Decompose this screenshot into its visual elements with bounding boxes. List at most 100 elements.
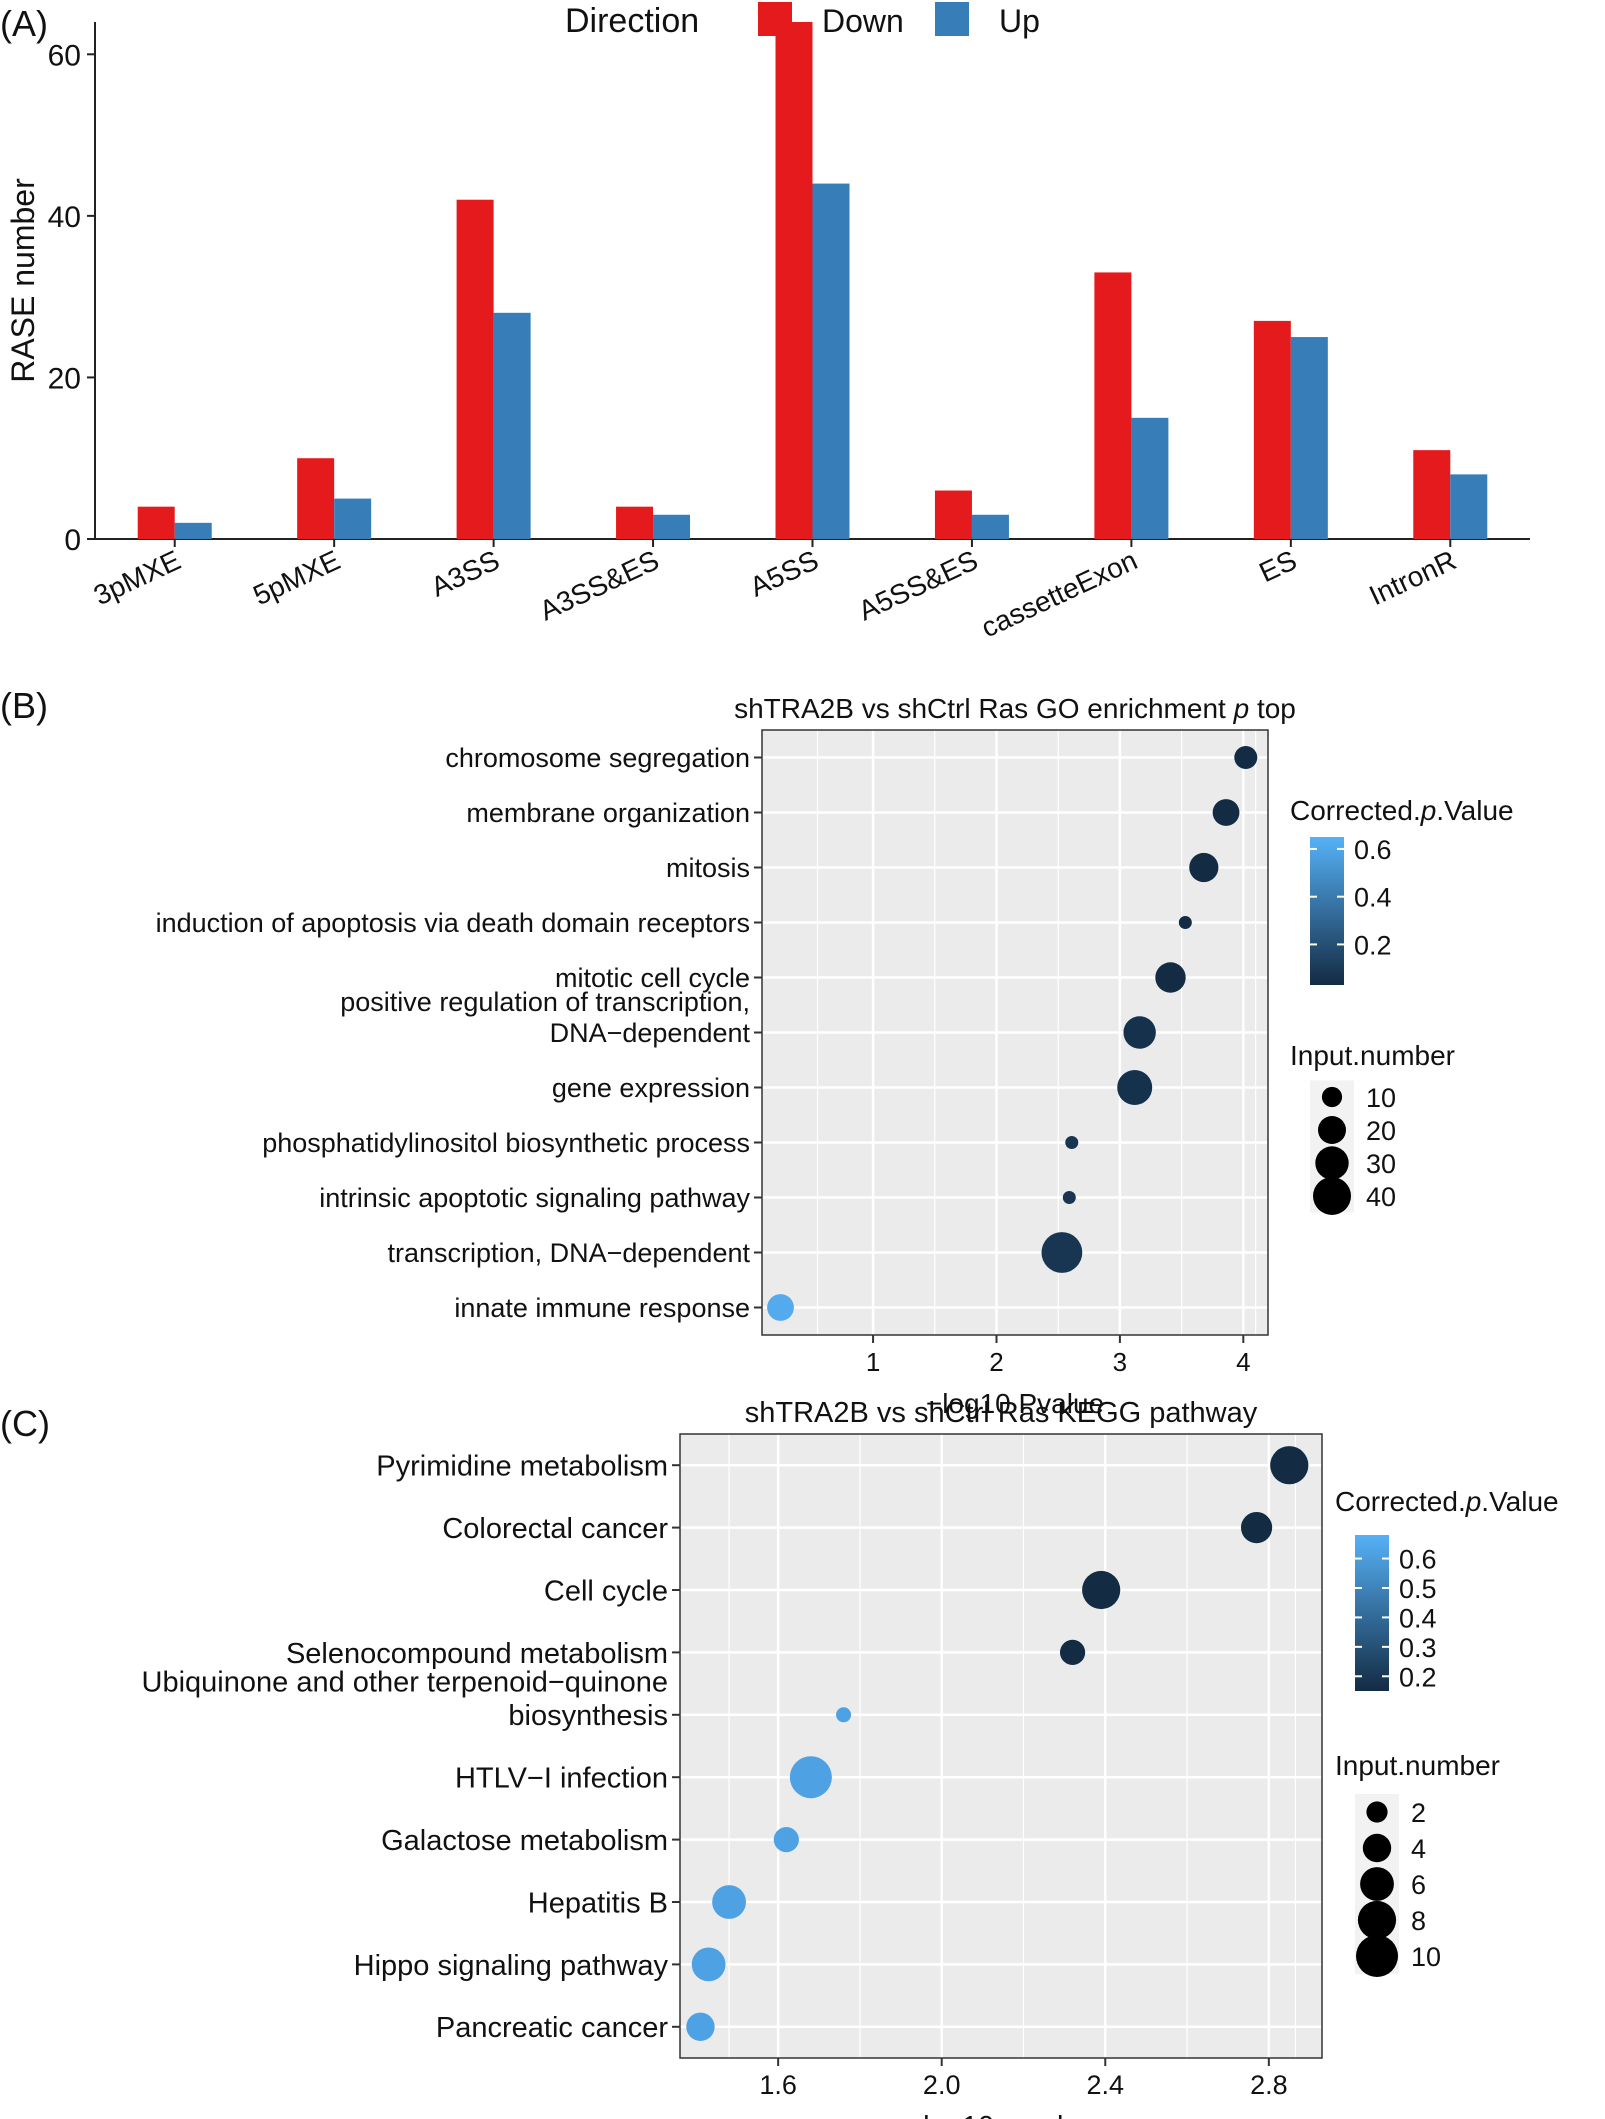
size-legend-dot bbox=[1318, 1116, 1346, 1144]
size-legend-dot bbox=[1356, 1935, 1398, 1977]
panel-border bbox=[679, 1433, 1323, 2059]
color-legend-label: 0.5 bbox=[1399, 1574, 1437, 1604]
size-legend-label: 2 bbox=[1411, 1798, 1426, 1828]
x-tick-label: 4 bbox=[1236, 1347, 1250, 1377]
size-legend-label: 40 bbox=[1366, 1182, 1396, 1212]
data-point bbox=[1270, 1446, 1309, 1485]
chart-a-legend-title: Direction bbox=[565, 2, 699, 40]
size-legend-label: 10 bbox=[1411, 1942, 1441, 1972]
color-legend-label: 0.3 bbox=[1399, 1633, 1437, 1663]
chart-a-y-tick-label: 0 bbox=[64, 524, 81, 557]
chart-a-legend-label: Up bbox=[999, 3, 1040, 39]
chart-a-bar-down bbox=[456, 199, 494, 539]
data-point bbox=[1059, 1639, 1086, 1665]
size-legend-dot bbox=[1315, 1146, 1349, 1180]
chart-a-x-tick-label: IntronR bbox=[1364, 544, 1460, 611]
chart-a-bar-up bbox=[493, 312, 531, 539]
term-label: Hepatitis B bbox=[528, 1887, 668, 1919]
data-point bbox=[1062, 1191, 1076, 1204]
data-point bbox=[686, 2012, 715, 2042]
term-label: mitosis bbox=[666, 853, 750, 883]
chart-title: shTRA2B vs shCtrl Ras GO enrichment p to… bbox=[734, 693, 1296, 724]
chart-a-bar-up bbox=[1450, 474, 1488, 539]
size-legend-dot bbox=[1357, 1900, 1397, 1940]
data-point bbox=[1082, 1570, 1121, 1610]
color-legend-bar bbox=[1355, 1535, 1389, 1691]
size-legend-dot bbox=[1362, 1833, 1392, 1863]
chart-a-x-tick-label: 5pMXE bbox=[248, 544, 344, 611]
chart-a-bar-down bbox=[137, 506, 175, 539]
size-legend-title: Input.number bbox=[1290, 1040, 1455, 1071]
data-point bbox=[1240, 1512, 1273, 1544]
term-label: Pancreatic cancer bbox=[436, 2012, 668, 2044]
data-point bbox=[789, 1756, 832, 1799]
size-legend-dot bbox=[1321, 1086, 1343, 1108]
chart-a-bar-up bbox=[1290, 337, 1328, 539]
chart-a-bar-up bbox=[1131, 417, 1169, 539]
chart-a-legend-key-down bbox=[758, 2, 792, 36]
size-legend-label: 20 bbox=[1366, 1116, 1396, 1146]
data-point bbox=[767, 1294, 794, 1321]
data-point bbox=[691, 1947, 726, 1982]
chart-a-bar-up bbox=[174, 522, 212, 539]
chart-c-kegg-pathway: Pyrimidine metabolism Colorectal cancer Ce… bbox=[142, 1397, 1559, 2119]
size-legend-label: 8 bbox=[1411, 1906, 1426, 1936]
chart-a-y-axis-title: RASE number bbox=[5, 178, 41, 383]
color-legend-label: 0.4 bbox=[1399, 1603, 1437, 1633]
data-point bbox=[1041, 1232, 1083, 1273]
term-label: Colorectal cancer bbox=[442, 1513, 668, 1545]
x-tick-label: 2.8 bbox=[1250, 2070, 1288, 2100]
x-tick-label: 2 bbox=[989, 1347, 1003, 1377]
color-legend-title: Corrected.p.Value bbox=[1290, 795, 1514, 826]
chart-title: shTRA2B vs shCtrl Ras KEGG pathway bbox=[745, 1397, 1258, 1429]
chart-a-legend-key-up bbox=[935, 2, 969, 36]
panel-label-a: (A) bbox=[0, 3, 48, 44]
size-legend-dot bbox=[1360, 1867, 1394, 1901]
color-legend-label: 0.6 bbox=[1354, 835, 1392, 865]
data-point bbox=[1234, 746, 1258, 769]
chart-a-bar-up bbox=[334, 498, 372, 539]
chart-a-y-tick-label: 40 bbox=[48, 201, 81, 234]
size-legend-title: Input.number bbox=[1335, 1750, 1500, 1781]
term-label: Cell cycle bbox=[544, 1575, 668, 1607]
chart-a-bar-down bbox=[1413, 450, 1451, 539]
data-point bbox=[836, 1707, 852, 1723]
chart-a-y-tick-label: 20 bbox=[48, 362, 81, 395]
chart-a-x-tick-label: A3SS&ES bbox=[535, 544, 664, 626]
chart-b-go-enrichment: chromosome segregation membrane organizat… bbox=[156, 693, 1514, 1419]
x-tick-label: 3 bbox=[1113, 1347, 1127, 1377]
term-label: mitotic cell cycle bbox=[555, 963, 750, 993]
data-point bbox=[1178, 916, 1192, 929]
term-label: Hippo signaling pathway bbox=[354, 1950, 669, 1982]
data-point bbox=[1117, 1070, 1153, 1105]
term-label: Galactose metabolism bbox=[381, 1825, 668, 1857]
data-point bbox=[1065, 1136, 1079, 1149]
size-legend-label: 4 bbox=[1411, 1834, 1426, 1864]
term-label: Selenocompound metabolism bbox=[286, 1638, 668, 1670]
chart-a-bar-down bbox=[616, 506, 654, 539]
data-point bbox=[1189, 852, 1219, 883]
term-label: innate immune response bbox=[454, 1293, 750, 1323]
color-legend-label: 0.2 bbox=[1399, 1662, 1437, 1692]
chart-a-bar-down bbox=[1094, 272, 1132, 539]
chart-a-bar-down bbox=[934, 490, 972, 539]
chart-a-x-tick-label: cassetteExon bbox=[976, 544, 1141, 643]
chart-a-x-tick-label: A3SS bbox=[426, 544, 504, 602]
x-tick-label: 2.0 bbox=[923, 2070, 961, 2100]
panel-label-c: (C) bbox=[0, 1403, 50, 1444]
chart-a-y-tick-label: 60 bbox=[48, 39, 81, 72]
panel-background bbox=[680, 1434, 1322, 2058]
chart-a-legend-label: Down bbox=[822, 3, 904, 39]
data-point bbox=[1155, 962, 1186, 993]
term-label: induction of apoptosis via death domain … bbox=[156, 908, 750, 938]
x-tick-label: 2.4 bbox=[1087, 2070, 1125, 2100]
chart-a-bar-down bbox=[775, 22, 813, 539]
size-legend-label: 6 bbox=[1411, 1870, 1426, 1900]
color-legend-label: 0.2 bbox=[1354, 930, 1392, 960]
data-point bbox=[773, 1827, 799, 1853]
term-label: Ubiquinone and other terpenoid−quinone bi… bbox=[142, 1667, 668, 1733]
x-axis-title: −log10 p value bbox=[906, 2111, 1095, 2119]
chart-a-bar-up bbox=[653, 514, 691, 539]
term-label: chromosome segregation bbox=[445, 743, 750, 773]
